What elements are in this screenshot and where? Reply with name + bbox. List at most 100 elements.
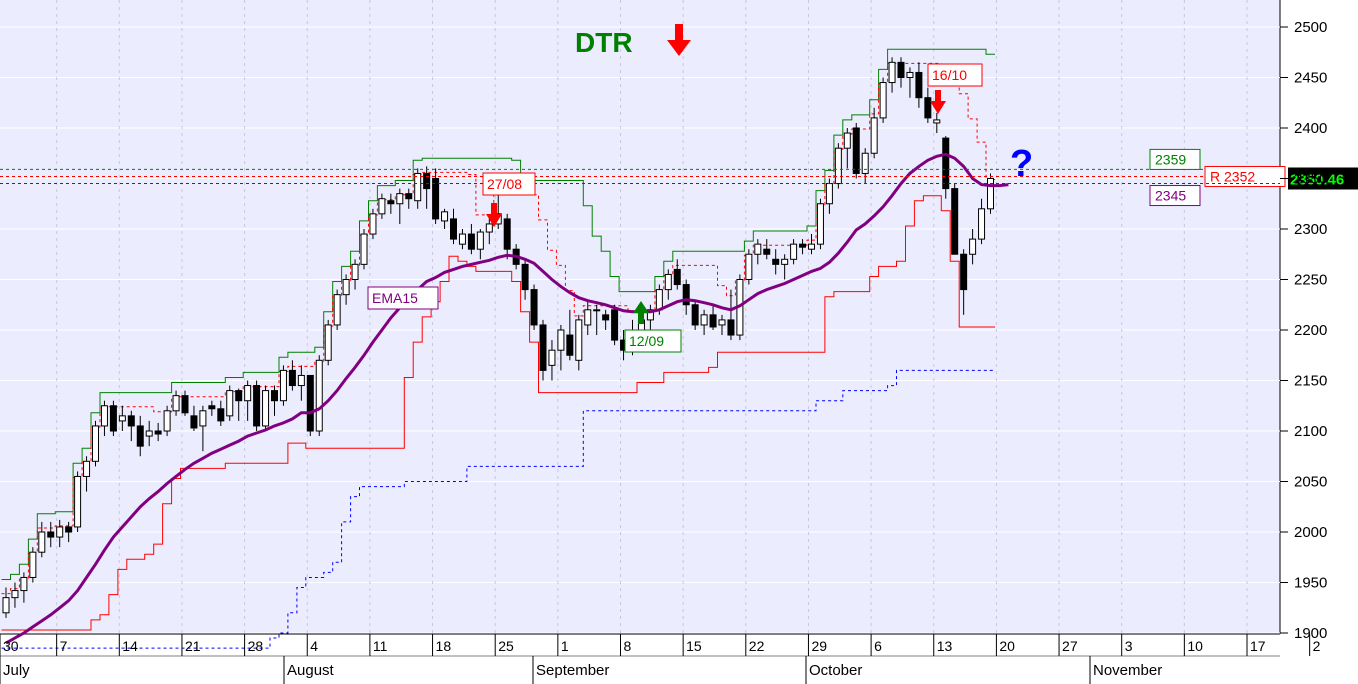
candle-body: [333, 294, 341, 326]
candle-body: [843, 132, 851, 149]
candle-body: [378, 198, 386, 215]
candle-body: [539, 324, 547, 371]
x-axis-background: [0, 634, 1280, 684]
x-tick-label: 10: [1187, 638, 1203, 654]
down-arrow-icon: [491, 203, 497, 215]
candle-body: [244, 385, 252, 402]
y-tick-label: 1950: [1294, 575, 1327, 592]
candle-body: [369, 213, 377, 235]
candle-body: [154, 430, 162, 435]
candle-body: [118, 415, 126, 422]
candle-body: [396, 193, 404, 205]
candle-body: [754, 243, 762, 255]
down-arrow-icon: [935, 90, 941, 102]
candle-body: [65, 526, 73, 533]
candle-body: [933, 119, 941, 124]
y-tick-label: 2350: [1294, 171, 1327, 188]
candle-body: [208, 405, 216, 410]
current-price-box: [1288, 167, 1358, 190]
x-tick-label: 1: [561, 638, 569, 654]
candle-body: [673, 268, 681, 286]
candle-body: [253, 385, 261, 427]
support-line: [1, 369, 995, 649]
y-tick-label: 2000: [1294, 524, 1327, 541]
candle-body: [682, 284, 690, 306]
month-label: July: [3, 662, 30, 679]
candle-body: [584, 309, 592, 326]
candle-body: [664, 273, 672, 291]
level-label-box: [1149, 148, 1201, 170]
candle-body: [521, 263, 529, 291]
candle-body: [870, 117, 878, 154]
candle-body: [342, 279, 350, 296]
candle-body: [351, 263, 359, 281]
candle-body: [924, 97, 932, 119]
candle-body: [602, 314, 610, 321]
x-tick-label: 6: [874, 638, 882, 654]
candle-body: [405, 193, 413, 200]
candle-body: [709, 314, 717, 328]
month-label: November: [1093, 662, 1162, 679]
y-tick-label: 2250: [1294, 272, 1327, 289]
candle-body: [467, 233, 475, 250]
annotations: 27/08 12/09 16/10 EMA15?: [367, 63, 1033, 353]
candle-body: [691, 304, 699, 326]
candle-body: [969, 238, 977, 255]
candle-body: [47, 531, 55, 538]
candle-body: [575, 319, 583, 361]
candle-body: [414, 172, 422, 202]
candle-body: [718, 319, 726, 326]
x-tick-label: 8: [624, 638, 632, 654]
annotation-label: 12/09: [629, 333, 664, 349]
down-arrow-icon: [930, 101, 946, 114]
candle-body: [450, 218, 457, 240]
annotation-box: [367, 286, 439, 310]
candle-body: [83, 460, 91, 477]
candle-body: [772, 258, 780, 265]
x-tick-label: 7: [60, 638, 68, 654]
current-price-label: 2350.46: [1290, 172, 1344, 189]
annotation-box: [927, 63, 983, 87]
x-tick-label: 20: [999, 638, 1015, 654]
candle-body: [297, 374, 305, 387]
month-label: August: [287, 662, 335, 679]
candle-body: [423, 172, 431, 190]
candle-body: [611, 309, 619, 341]
y-tick-label: 2150: [1294, 373, 1327, 390]
candle-body: [646, 309, 654, 321]
candle-body: [235, 390, 243, 402]
candle-body: [315, 359, 323, 432]
upper-channel-line: [1, 48, 995, 580]
x-tick-label: 17: [1250, 638, 1266, 654]
candle-body: [942, 137, 950, 190]
annotation-label: 16/10: [932, 67, 967, 83]
candlesticks: [2, 57, 994, 618]
candle-body: [288, 369, 296, 387]
candle-body: [92, 425, 99, 462]
candle-body: [566, 334, 574, 356]
candle-body: [432, 178, 440, 220]
candle-body: [271, 390, 278, 402]
ema15-line: [5, 152, 1009, 645]
y-tick-label: 2100: [1294, 423, 1327, 440]
annotation-box: [624, 329, 682, 353]
x-tick-label: 29: [811, 638, 827, 654]
candle-body: [262, 390, 270, 427]
candle-body: [181, 395, 189, 414]
y-axis-ticks: 2500 2450 2400 2350 2300 2250 2200 2150 2100 2050…: [1280, 19, 1327, 642]
y-tick-label: 2050: [1294, 474, 1327, 491]
candle-body: [951, 188, 959, 255]
candle-body: [324, 324, 332, 361]
candle-body: [799, 243, 807, 248]
candle-body: [852, 127, 860, 174]
candle-body: [172, 395, 180, 412]
horizontal-levels: 2359 R 2352 2345 2350.46: [0, 148, 1358, 207]
candle-body: [987, 178, 994, 210]
level-label-box: [1204, 165, 1286, 187]
candle-body: [727, 319, 735, 336]
x-tick-label: 4: [310, 638, 318, 654]
candle-body: [145, 430, 153, 437]
candle-body: [199, 410, 207, 427]
month-label: October: [809, 662, 862, 679]
